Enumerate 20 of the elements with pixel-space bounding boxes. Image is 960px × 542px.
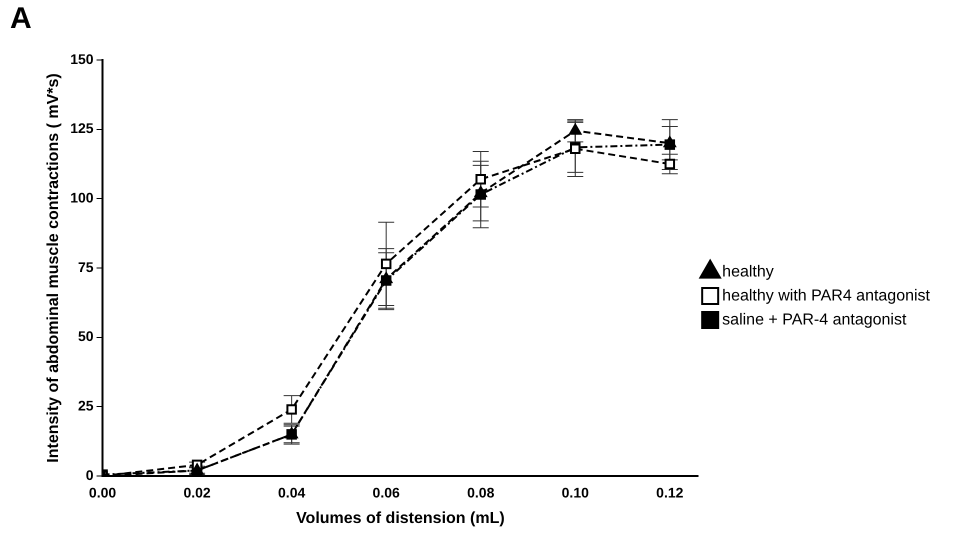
x-tick-label: 0.04	[278, 484, 306, 500]
x-tick-label: 0.08	[467, 484, 495, 500]
legend-label: healthy with PAR4 antagonist	[722, 287, 931, 304]
x-tick-label: 0.10	[562, 484, 590, 500]
x-tick-label: 0.02	[183, 484, 211, 500]
y-axis-title: Intensity of abdominal muscle contractions ( mV*s)	[45, 73, 62, 463]
x-axis-title: Volumes of distension (mL)	[296, 510, 505, 527]
y-tick-label: 50	[78, 328, 94, 344]
x-tick-label: 0.12	[656, 484, 684, 500]
y-tick-label: 75	[78, 258, 94, 275]
y-tick-label: 150	[70, 50, 94, 67]
y-tick-label: 0	[86, 466, 94, 483]
y-tick-label: 25	[78, 398, 94, 414]
text: A	[10, 2, 32, 36]
x-tick-label: 0.00	[88, 484, 116, 500]
x-tick-label: 0.06	[372, 484, 400, 500]
y-tick-label: 100	[70, 190, 94, 206]
legend-label: healthy	[722, 263, 774, 280]
legend-label: saline + PAR-4 antagonist	[722, 311, 907, 328]
y-tick-label: 125	[70, 120, 94, 136]
